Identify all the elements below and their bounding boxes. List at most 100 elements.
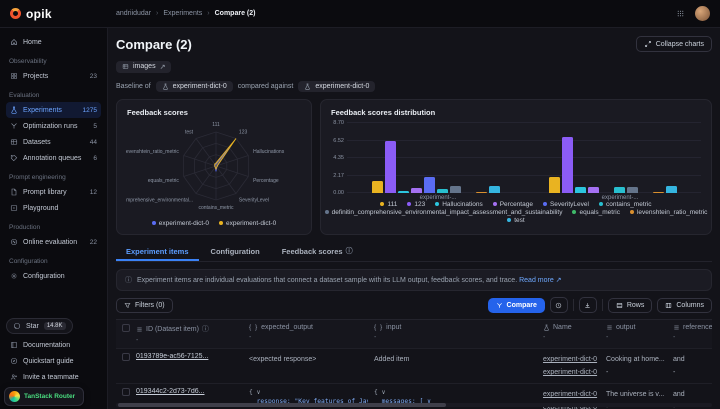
sidebar-item-label: Projects — [23, 72, 49, 80]
experiment-name-link[interactable]: experiment-dict-0 — [543, 356, 598, 363]
baseline-experiment-chip[interactable]: experiment-dict-0 — [155, 81, 233, 92]
sidebar-item-optimization-runs[interactable]: Optimization runs 5 — [6, 118, 101, 134]
columns-button[interactable]: Columns — [657, 297, 712, 313]
sidebar-item-annotation-queues[interactable]: Annotation queues 6 — [6, 150, 101, 166]
sidebar-item-experiments[interactable]: Experiments 1275 — [6, 102, 101, 118]
sidebar-item-playground[interactable]: Playground — [6, 200, 101, 216]
opik-logo-icon — [10, 8, 21, 19]
sidebar-item-datasets[interactable]: Datasets 44 — [6, 134, 101, 150]
tab-configuration[interactable]: Configuration — [210, 246, 260, 256]
sidebar-footer-quickstart-guide[interactable]: Quickstart guide — [6, 353, 101, 369]
bar-severitylevel — [423, 176, 435, 193]
sidebar-footer-documentation[interactable]: Documentation — [6, 337, 101, 353]
branch-icon — [10, 122, 18, 130]
github-icon — [13, 322, 21, 330]
radar-axis-label: mprehensive_environmental... — [126, 198, 193, 204]
opik-logo[interactable]: opik — [0, 7, 108, 21]
bar-y-tick: 4.35 — [333, 155, 344, 161]
nav-section-title: Production — [9, 224, 41, 231]
column-header-name[interactable]: Name - — [543, 324, 572, 341]
bar-group-label: experiment-... — [419, 195, 457, 201]
info-icon: ⓘ — [345, 248, 353, 255]
breadcrumb-workspace[interactable]: andriidudar — [116, 10, 152, 17]
collapse-charts-button[interactable]: Collapse charts — [635, 36, 712, 52]
sidebar-item-configuration[interactable]: Configuration — [6, 268, 101, 284]
user-icon — [10, 373, 18, 381]
apps-menu-icon[interactable] — [676, 9, 685, 18]
compass-icon — [10, 357, 18, 365]
dataset-chip[interactable]: images ↗ — [116, 60, 172, 73]
tanstack-label: TanStack Router — [24, 393, 76, 400]
star-count-badge: 14.8K — [43, 322, 66, 330]
row-checkbox[interactable] — [122, 353, 130, 361]
collapse-icon — [644, 40, 652, 48]
bar-legend-item: test — [507, 217, 525, 224]
bar-legend-item: 111 — [380, 201, 397, 208]
read-more-link[interactable]: Read more ↗ — [519, 277, 562, 284]
bar-123 — [384, 140, 396, 193]
sidebar-item-prompt-library[interactable]: Prompt library 12 — [6, 184, 101, 200]
sidebar-item-count: 5 — [93, 122, 97, 130]
rows-button[interactable]: Rows — [607, 297, 653, 313]
tanstack-router-badge[interactable]: TanStack Router — [4, 387, 85, 406]
tanstack-logo-icon — [9, 391, 20, 402]
flask-icon — [304, 83, 311, 90]
bar-legend-item: levenshtein_ratio_metric — [629, 209, 707, 216]
compare-icon — [496, 302, 503, 309]
input-cell: Added item — [374, 356, 410, 363]
flask-icon — [10, 106, 18, 114]
sidebar-item-label: Experiments — [23, 106, 62, 114]
expected_output-cell: { ∨ response: "Key features of JavaScrip… — [249, 389, 368, 405]
tab-feedback-scores[interactable]: Feedback scores ⓘ — [281, 246, 353, 256]
radar-chart: 111 123 Hallucinations Percentage SeverityLe… — [117, 119, 311, 220]
toolbar-divider — [601, 299, 603, 311]
radar-legend: experiment-dict-0 experiment-dict-0 — [117, 220, 311, 227]
tab-experiment-items[interactable]: Experiment items — [116, 242, 199, 261]
compare-button[interactable]: Compare — [487, 297, 545, 313]
sidebar-item-projects[interactable]: Projects 23 — [6, 68, 101, 84]
dataset-item-id-link[interactable]: 019344c2-2d73-7d6... — [136, 388, 205, 395]
radar-card-title: Feedback scores — [127, 108, 188, 117]
nav-section-title: Configuration — [9, 258, 48, 265]
compared-experiment-chip[interactable]: experiment-dict-0 — [298, 81, 376, 92]
sidebar-item-label: Playground — [23, 204, 59, 212]
sidebar-footer-invite-a-teammate[interactable]: Invite a teammate — [6, 369, 101, 385]
radar-axis-label: SeverityLevel — [239, 198, 269, 204]
column-header-id-dataset-item[interactable]: ID (Dataset item) ⓘ - — [136, 325, 209, 345]
bar-y-tick: 8.70 — [333, 120, 344, 126]
avatar[interactable] — [695, 6, 710, 21]
nav-section-title: Evaluation — [9, 92, 40, 99]
sidebar-item-label: Optimization runs — [23, 122, 78, 130]
bar-test — [665, 185, 677, 193]
page-title: Compare (2) — [116, 36, 192, 52]
dataset-item-id-link[interactable]: 0193789e-ac56-7125... — [136, 353, 209, 360]
sidebar-item-count: 22 — [89, 238, 97, 246]
select-all-checkbox[interactable] — [122, 324, 130, 332]
sidebar-footer-star[interactable]: Star 14.8K — [6, 318, 73, 334]
radar-axis-label: Hallucinations — [253, 149, 285, 155]
radar-axis-label: 123 — [239, 129, 248, 135]
experiment-name-link[interactable]: experiment-dict-0 — [543, 391, 598, 398]
toolbar-divider — [572, 299, 574, 311]
dataset-icon — [122, 63, 129, 70]
history-button[interactable] — [549, 297, 568, 313]
column-header-input[interactable]: { } input - — [374, 324, 402, 341]
columns-icon — [665, 302, 672, 309]
experiment-name-cell: experiment-dict-0 experiment-dict-0 — [543, 349, 606, 383]
column-header-expected-output[interactable]: { } expected_output - — [249, 324, 313, 341]
experiment-name-link[interactable]: experiment-dict-0 — [543, 369, 598, 376]
grid-icon — [10, 72, 18, 80]
sidebar-item-home[interactable]: Home — [6, 34, 101, 50]
column-header-output[interactable]: output - — [606, 324, 636, 341]
breadcrumb-experiments[interactable]: Experiments — [163, 10, 203, 17]
filters-button[interactable]: Filters (0) — [116, 297, 173, 313]
bar-chart: 0.00 2.17 4.35 6.52 8.70 — [321, 119, 711, 196]
column-header-reference[interactable]: reference - — [673, 324, 712, 341]
horizontal-scrollbar-thumb[interactable] — [118, 403, 446, 407]
export-button[interactable] — [578, 297, 597, 313]
bar-contains-metric — [436, 189, 448, 193]
clock-icon — [555, 302, 562, 309]
sidebar-item-online-evaluation[interactable]: Online evaluation 22 — [6, 234, 101, 250]
table-header-row: ID (Dataset item) ⓘ - { } expected_output - { … — [116, 319, 712, 349]
row-checkbox[interactable] — [122, 388, 130, 396]
